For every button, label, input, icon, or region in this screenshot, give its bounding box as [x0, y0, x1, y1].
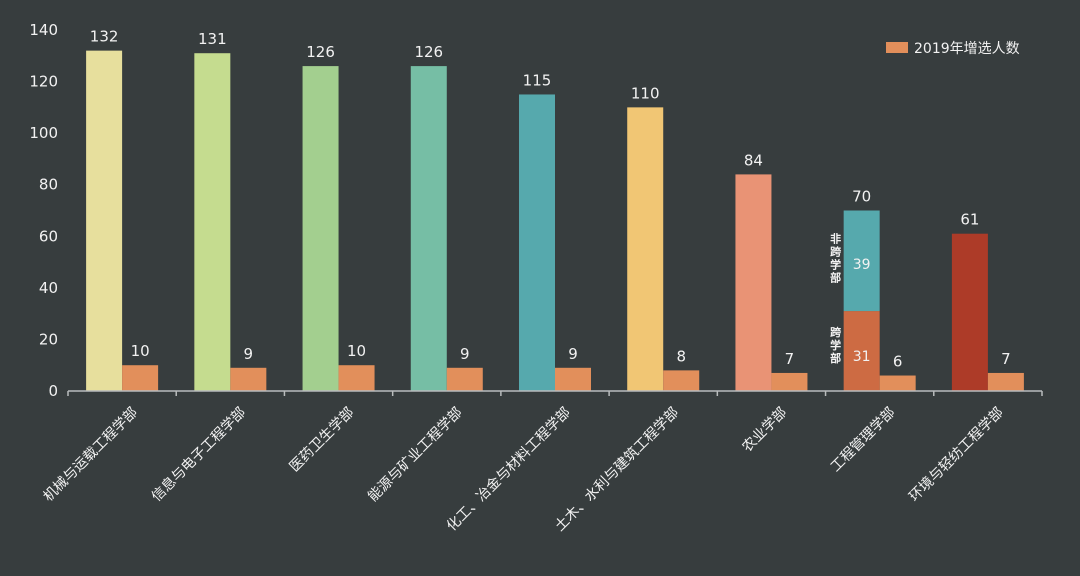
- total-value-label: 131: [198, 30, 227, 48]
- total-value-label: 126: [414, 43, 443, 61]
- increase-value-label: 7: [785, 350, 795, 368]
- y-tick-label: 80: [39, 176, 58, 194]
- bar-increase: [663, 370, 700, 391]
- segment-value-label: 31: [853, 349, 871, 365]
- increase-value-label: 8: [676, 347, 686, 365]
- segment-name-label: 非: [830, 232, 841, 246]
- bar-increase: [230, 367, 267, 391]
- y-tick-label: 100: [29, 124, 58, 142]
- bar-increase: [122, 365, 159, 391]
- y-tick-label: 60: [39, 227, 58, 245]
- segment-name-label: 部: [830, 271, 841, 285]
- y-tick-label: 40: [39, 279, 58, 297]
- category-label: 土木、水利与建筑工程学部: [552, 405, 682, 535]
- increase-value-label: 10: [131, 342, 150, 360]
- segment-name-label: 学: [830, 338, 841, 352]
- bar-increase: [987, 372, 1024, 391]
- y-tick-label: 140: [29, 21, 58, 39]
- bar-total: [194, 53, 231, 391]
- bar-total: [86, 50, 123, 391]
- legend-swatch: [886, 42, 908, 53]
- bar-total-segment-noncross: [843, 210, 880, 312]
- segment-name-label: 跨: [830, 325, 842, 339]
- total-value-label: 70: [852, 188, 871, 206]
- legend: 2019年增选人数: [886, 41, 1020, 57]
- segment-name-label: 部: [830, 351, 841, 365]
- category-label: 化工、冶金与材料工程学部: [444, 405, 574, 535]
- category-label: 能源与矿业工程学部: [365, 405, 465, 505]
- total-value-label: 126: [306, 43, 335, 61]
- increase-value-label: 6: [893, 353, 903, 371]
- bar-increase: [771, 372, 808, 391]
- category-label: 农业学部: [739, 405, 790, 456]
- total-value-label: 132: [90, 28, 119, 46]
- legend-label: 2019年增选人数: [914, 41, 1020, 57]
- total-value-label: 61: [960, 211, 979, 229]
- total-value-label: 110: [631, 84, 660, 102]
- bar-total: [735, 174, 772, 391]
- bar-total: [627, 107, 664, 391]
- y-axis: 0 20 40 60 80 100 120 140: [29, 21, 58, 400]
- category-label: 机械与运载工程学部: [41, 405, 141, 505]
- increase-value-label: 7: [1001, 350, 1011, 368]
- category-label: 工程管理学部: [828, 405, 899, 476]
- bars-layer: [86, 50, 1024, 391]
- bar-total: [519, 94, 555, 391]
- y-tick-label: 20: [39, 330, 58, 348]
- segment-value-label: 39: [853, 257, 871, 273]
- bar-total: [302, 66, 339, 391]
- x-axis: 机械与运载工程学部 信息与电子工程学部 医药卫生学部 能源与矿业工程学部化工、冶金与材…: [41, 390, 1043, 535]
- bar-total-segment-cross: [843, 311, 880, 391]
- bar-total: [951, 233, 988, 391]
- segment-name-label: 跨: [830, 245, 842, 259]
- category-label: 信息与电子工程学部: [148, 404, 249, 505]
- y-tick-label: 120: [29, 73, 58, 91]
- bar-total: [410, 66, 447, 391]
- category-label: 环境与轻纺工程学部: [906, 405, 1006, 505]
- increase-value-label: 9: [460, 345, 470, 363]
- total-value-label: 115: [523, 71, 552, 89]
- bar-increase: [446, 367, 483, 391]
- bar-increase: [338, 365, 375, 391]
- increase-value-label: 10: [347, 342, 366, 360]
- increase-value-label: 9: [244, 345, 254, 363]
- y-tick-label: 0: [48, 382, 58, 400]
- bar-increase: [879, 375, 916, 391]
- segment-name-label: 学: [830, 258, 841, 272]
- increase-value-label: 9: [568, 345, 578, 363]
- bar-increase: [555, 367, 591, 391]
- category-label: 医药卫生学部: [287, 405, 358, 476]
- total-value-label: 84: [744, 151, 763, 169]
